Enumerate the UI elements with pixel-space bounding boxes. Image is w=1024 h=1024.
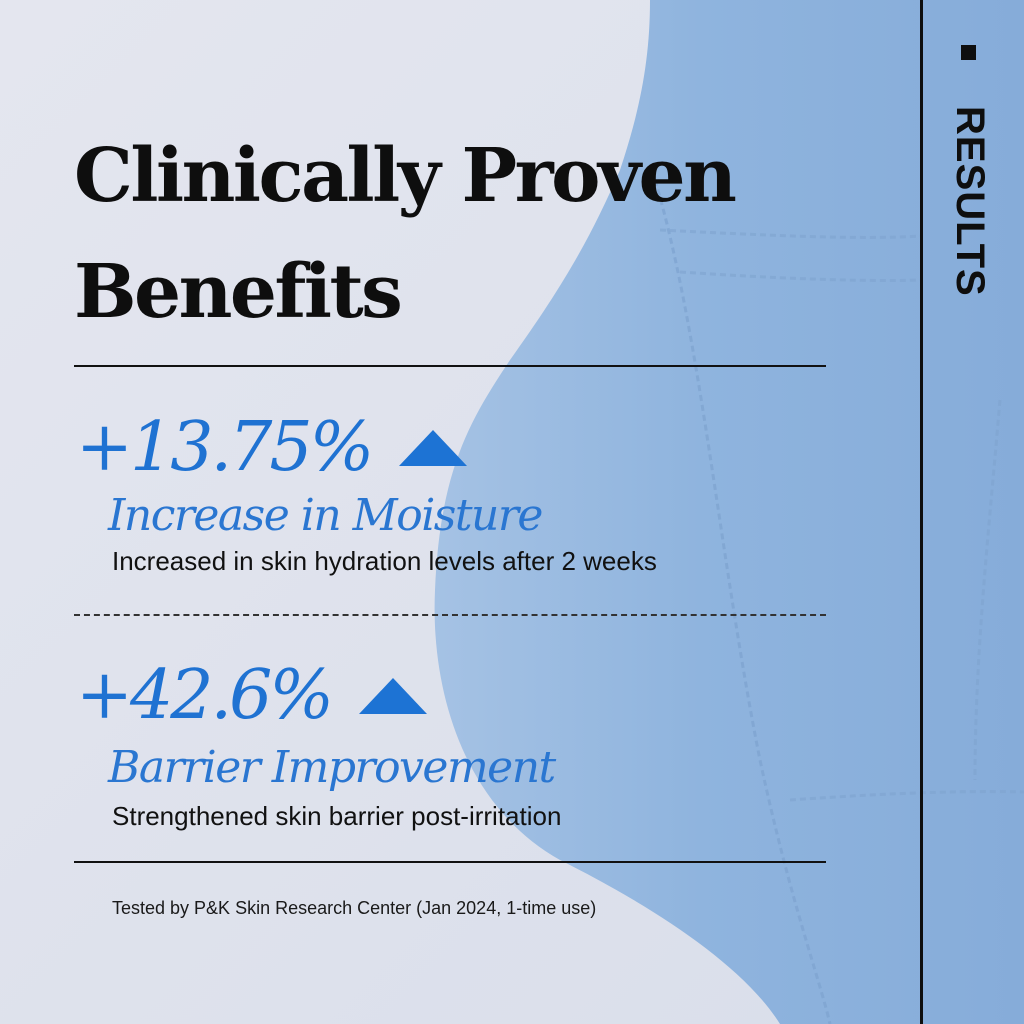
stat-value-row: +13.75% bbox=[76, 408, 468, 488]
divider-bottom bbox=[74, 861, 826, 863]
vertical-rule bbox=[920, 0, 923, 1024]
square-bullet-icon bbox=[961, 45, 976, 60]
divider-top bbox=[74, 365, 826, 367]
stat-description: Strengthened skin barrier post-irritatio… bbox=[112, 801, 562, 831]
stat-description: Increased in skin hydration levels after… bbox=[112, 546, 657, 576]
stat-value: +13.75% bbox=[76, 408, 374, 487]
triangle-up-icon bbox=[359, 678, 427, 714]
side-label: RESULTS bbox=[948, 106, 992, 297]
leggings-silhouette bbox=[434, 0, 1024, 1024]
divider-dotted bbox=[74, 614, 826, 616]
stat-heading: Barrier Improvement bbox=[108, 742, 556, 793]
footnote: Tested by P&K Skin Research Center (Jan … bbox=[112, 898, 597, 918]
triangle-up-icon bbox=[399, 430, 468, 466]
stat-heading: Increase in Moisture bbox=[108, 490, 543, 541]
stat-value: +42.6% bbox=[76, 656, 334, 735]
stat-value-row: +42.6% bbox=[76, 656, 427, 736]
page-title: Clinically Proven Benefits bbox=[74, 133, 737, 335]
